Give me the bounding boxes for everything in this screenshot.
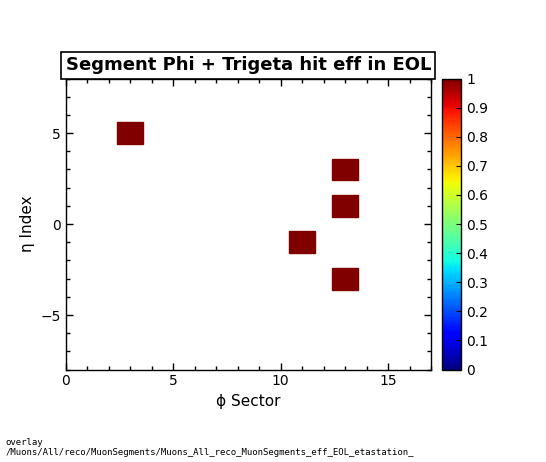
Bar [117, 122, 143, 144]
Text: Segment Phi + Trigeta hit eff in EOL: Segment Phi + Trigeta hit eff in EOL [66, 56, 431, 74]
Text: overlay
/Muons/All/reco/MuonSegments/Muons_All_reco_MuonSegments_eff_EOL_etastat: overlay /Muons/All/reco/MuonSegments/Muo… [5, 438, 414, 457]
Bar [289, 231, 315, 253]
Bar [333, 158, 358, 180]
Y-axis label: η Index: η Index [20, 196, 35, 252]
Bar [333, 195, 358, 217]
Bar [333, 267, 358, 290]
X-axis label: ϕ Sector: ϕ Sector [216, 394, 281, 409]
